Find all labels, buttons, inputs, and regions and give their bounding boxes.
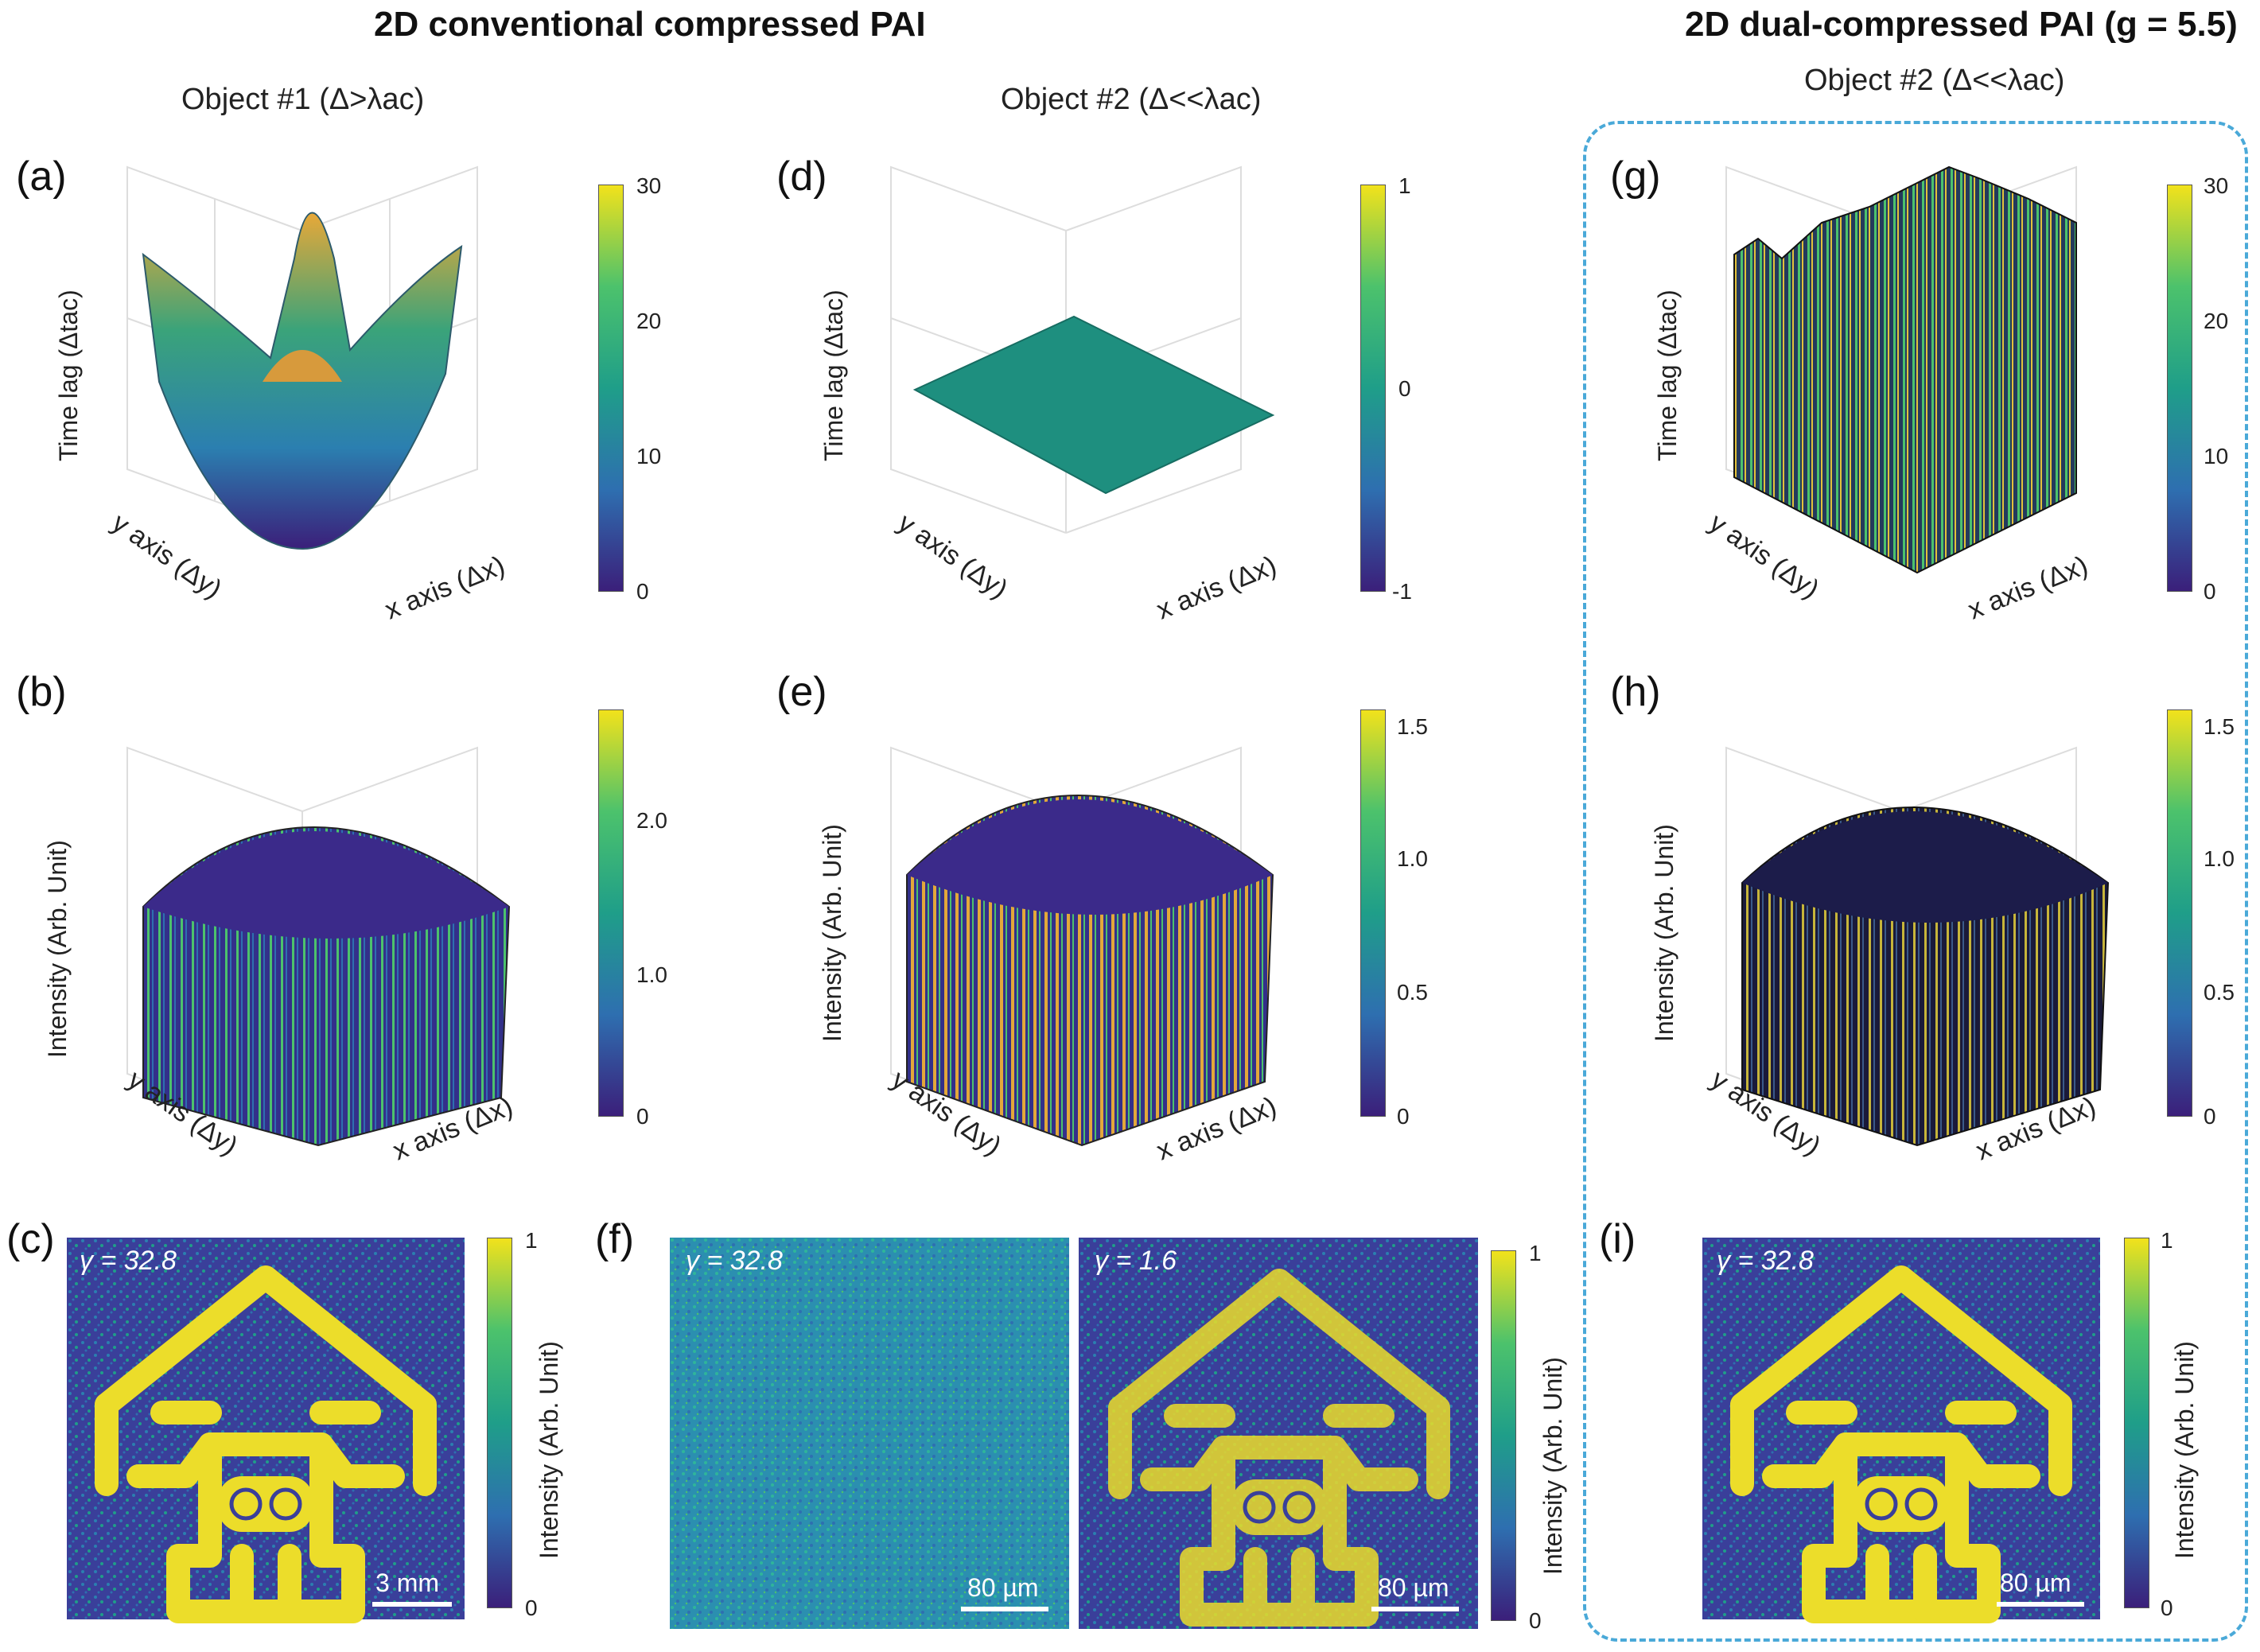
plot-b-surface: [126, 746, 511, 1147]
colorbar-g-tick: 0: [2204, 579, 2216, 604]
colorbar-d-tick: 1: [1398, 173, 1411, 198]
colorbar-e-tick: 0: [1397, 1104, 1410, 1129]
heading-conventional: 2D conventional compressed PAI: [374, 5, 926, 44]
gamma-label-f-right: γ = 1.6: [1095, 1246, 1177, 1276]
colorbar-c-tick: 0: [525, 1596, 538, 1620]
scalebar-f-right: [1371, 1607, 1459, 1611]
colorbar-e-tick: 0.5: [1397, 980, 1428, 1005]
colorbar-h-tick: 1.0: [2204, 846, 2235, 871]
colorbar-h-tick: 1.5: [2204, 714, 2235, 739]
scalebar-c: [372, 1602, 452, 1607]
scalebar-label-f-left: 80 µm: [967, 1573, 1039, 1602]
panel-label-g: (g): [1610, 154, 1661, 200]
colorbar-g-tick: 20: [2204, 309, 2229, 333]
panel-label-e: (e): [776, 669, 827, 715]
subtitle-object2-mid: Object #2 (Δ<<λac): [1001, 83, 1262, 116]
panel-label-i: (i): [1599, 1216, 1636, 1262]
panel-label-f: (f): [595, 1216, 635, 1262]
axis-label-intensity-e: Intensity (Arb. Unit): [818, 824, 846, 1042]
colorbar-g: [2167, 185, 2192, 592]
axis-label-timelag-g: Time lag (Δtac): [1653, 290, 1682, 461]
colorbar-b-tick: 2.0: [636, 808, 667, 833]
heading-dual-compressed: 2D dual-compressed PAI (g = 5.5): [1685, 5, 2238, 44]
image-c: [67, 1238, 465, 1619]
scalebar-i: [1997, 1602, 2084, 1607]
gamma-label-f-left: γ = 32.8: [686, 1246, 783, 1276]
colorbar-e-tick: 1.0: [1397, 846, 1428, 871]
plot-a-surface: [126, 165, 478, 550]
image-i: [1702, 1238, 2100, 1619]
subtitle-object1: Object #1 (Δ>λac): [181, 83, 425, 116]
subtitle-object2-right: Object #2 (Δ<<λac): [1804, 64, 2065, 97]
colorbar-b-tick: 1.0: [636, 962, 667, 987]
axis-label-timelag-d: Time lag (Δtac): [819, 290, 848, 461]
colorbar-c-label: Intensity (Arb. Unit): [535, 1341, 563, 1559]
colorbar-i-label: Intensity (Arb. Unit): [2170, 1341, 2199, 1559]
image-f-right: [1079, 1238, 1478, 1629]
colorbar-a-tick: 30: [636, 173, 662, 198]
gamma-label-i: γ = 32.8: [1717, 1246, 1814, 1276]
plot-h-surface: [1725, 746, 2110, 1147]
colorbar-d: [1360, 185, 1386, 592]
colorbar-e-tick: 1.5: [1397, 714, 1428, 739]
colorbar-d-tick: -1: [1392, 579, 1412, 604]
scalebar-label-i: 80 µm: [2000, 1568, 2071, 1597]
scalebar-label-c: 3 mm: [375, 1568, 439, 1597]
plot-g-surface: [1725, 165, 2077, 574]
panel-label-d: (d): [776, 154, 827, 200]
colorbar-h-tick: 0: [2204, 1104, 2216, 1129]
panel-label-c: (c): [6, 1216, 55, 1262]
axis-label-timelag-a: Time lag (Δtac): [54, 290, 83, 461]
colorbar-g-tick: 30: [2204, 173, 2229, 198]
dual-compressed-highlight-box: [1583, 121, 2248, 1642]
colorbar-c-tick: 1: [525, 1228, 538, 1253]
colorbar-e: [1360, 709, 1386, 1117]
axis-label-intensity-b: Intensity (Arb. Unit): [43, 840, 72, 1058]
colorbar-a-tick: 20: [636, 309, 662, 333]
scalebar-f-left: [961, 1607, 1048, 1611]
colorbar-b: [598, 709, 624, 1117]
colorbar-d-tick: 0: [1398, 376, 1411, 401]
colorbar-a: [598, 185, 624, 592]
colorbar-i-tick: 1: [2161, 1228, 2173, 1253]
panel-label-h: (h): [1610, 669, 1661, 715]
scalebar-label-f-right: 80 µm: [1378, 1573, 1449, 1602]
axis-label-intensity-h: Intensity (Arb. Unit): [1650, 824, 1678, 1042]
colorbar-h: [2167, 709, 2192, 1117]
colorbar-c: [487, 1238, 512, 1608]
colorbar-b-tick: 0: [636, 1104, 649, 1129]
colorbar-f: [1491, 1250, 1516, 1621]
plot-e-surface: [890, 746, 1274, 1147]
colorbar-a-tick: 0: [636, 579, 649, 604]
colorbar-g-tick: 10: [2204, 444, 2229, 468]
colorbar-f-label: Intensity (Arb. Unit): [1538, 1357, 1567, 1575]
image-f-left: [670, 1238, 1069, 1629]
gamma-label-c: γ = 32.8: [80, 1246, 177, 1276]
colorbar-i-tick: 0: [2161, 1596, 2173, 1620]
colorbar-f-tick: 0: [1529, 1608, 1542, 1633]
panel-label-b: (b): [16, 669, 67, 715]
colorbar-i: [2124, 1238, 2149, 1608]
plot-d-surface: [890, 165, 1275, 534]
panel-label-a: (a): [16, 154, 67, 200]
colorbar-a-tick: 10: [636, 444, 662, 468]
colorbar-h-tick: 0.5: [2204, 980, 2235, 1005]
colorbar-f-tick: 1: [1529, 1241, 1542, 1265]
